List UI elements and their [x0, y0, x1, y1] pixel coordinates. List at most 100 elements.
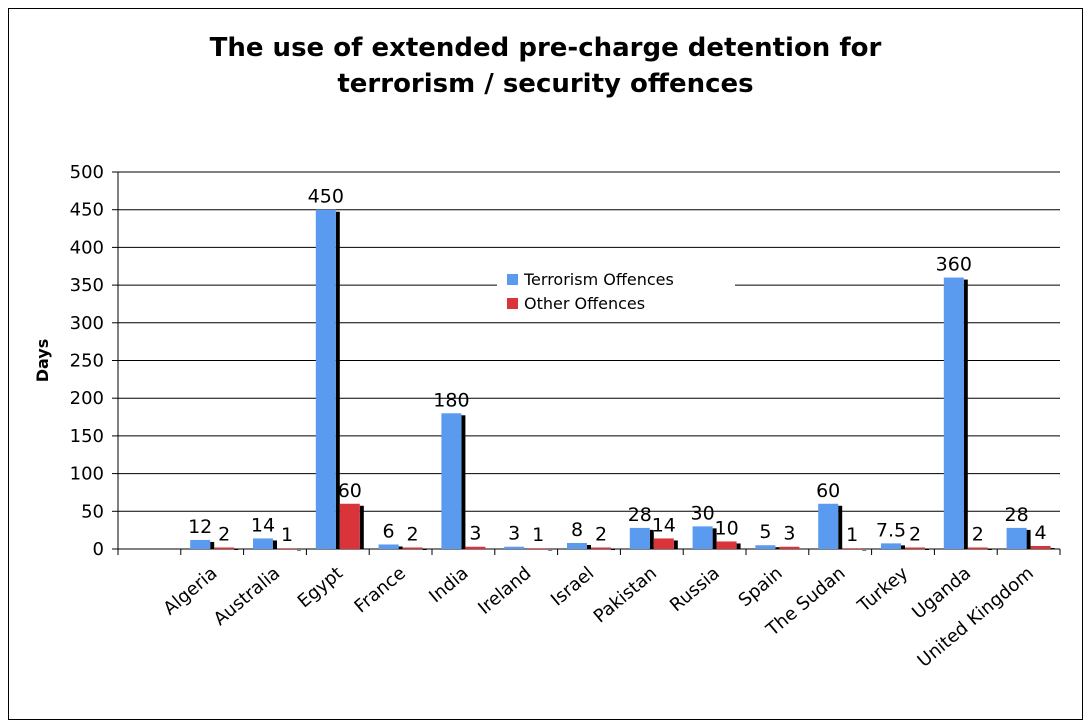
bar-shadow	[335, 211, 340, 549]
legend-label-other: Other Offences	[524, 294, 645, 313]
x-tick-label: Australia	[210, 563, 284, 630]
bar-other	[277, 548, 297, 549]
bar-shadow	[273, 540, 277, 549]
bar-shadow	[1050, 547, 1055, 549]
y-tick-label: 450	[70, 200, 104, 221]
chart-title-line-1: The use of extended pre-charge detention…	[209, 33, 882, 63]
y-tick-label: 0	[93, 539, 104, 560]
axes: 050100150200250300350400450500AlgeriaAus…	[70, 162, 1061, 672]
data-label: 5	[759, 521, 771, 543]
data-label: 28	[1005, 504, 1029, 526]
x-tick-label: Israel	[547, 563, 598, 611]
bar-other	[214, 547, 235, 549]
bar-terrorism	[190, 539, 211, 549]
bars	[190, 209, 1055, 551]
chart-title-line-2: terrorism / security offences	[337, 69, 754, 99]
bar-shadow	[485, 548, 490, 550]
bar-other	[967, 547, 988, 549]
data-label: 60	[338, 480, 362, 502]
bar-other	[402, 547, 423, 549]
data-label: 10	[715, 517, 739, 539]
y-tick-label: 400	[70, 237, 104, 258]
bar-shadow	[524, 548, 529, 550]
bar-other	[653, 538, 674, 549]
bar-other	[465, 546, 486, 549]
data-label: 180	[433, 389, 469, 411]
bar-other	[779, 546, 800, 549]
bar-shadow	[398, 546, 403, 549]
y-tick-label: 300	[70, 313, 104, 334]
bar-shadow	[963, 279, 968, 549]
data-label: 12	[188, 516, 212, 538]
bar-shadow	[838, 505, 843, 549]
x-tick-label: Egypt	[294, 563, 347, 612]
bar-terrorism	[692, 526, 713, 549]
bar-shadow	[862, 550, 867, 551]
bar-terrorism	[441, 413, 462, 549]
bar-terrorism	[504, 546, 525, 549]
x-tick-label: India	[425, 563, 472, 607]
bar-shadow	[461, 415, 466, 549]
bar-shadow	[297, 550, 301, 551]
data-label: 3	[469, 523, 481, 545]
legend: Terrorism Offences Other Offences	[497, 262, 735, 320]
y-tick-label: 100	[70, 464, 104, 485]
bar-shadow	[736, 543, 741, 549]
bar-other	[1030, 545, 1051, 549]
y-axis-title: Days	[33, 339, 52, 383]
x-tick-label: United Kingdom	[914, 563, 1038, 672]
gridlines	[118, 171, 1060, 512]
bar-shadow	[775, 547, 780, 549]
data-label: 2	[909, 523, 921, 545]
bar-other	[339, 503, 360, 549]
bar-terrorism	[943, 277, 964, 549]
bar-shadow	[925, 549, 929, 550]
bar-shadow	[548, 550, 553, 551]
data-label: 14	[251, 514, 275, 536]
bar-other	[716, 541, 737, 549]
data-label: 30	[691, 502, 715, 524]
bar-terrorism	[567, 542, 587, 549]
data-label: 2	[595, 523, 607, 545]
bar-shadow	[611, 549, 615, 550]
x-tick-label: France	[350, 563, 409, 618]
bar-other	[842, 548, 863, 549]
bar-terrorism	[378, 544, 399, 549]
data-label: 1	[846, 524, 858, 546]
legend-label-terrorism: Terrorism Offences	[523, 270, 674, 289]
bar-shadow	[1026, 529, 1031, 549]
y-tick-label: 200	[70, 388, 104, 409]
data-label: 8	[571, 519, 583, 541]
bar-shadow	[799, 548, 804, 550]
data-label: 28	[628, 504, 652, 526]
bar-terrorism	[1006, 527, 1027, 549]
data-label: 1	[281, 524, 293, 546]
data-label: 60	[816, 480, 840, 502]
y-tick-label: 250	[70, 351, 104, 372]
y-tick-label: 150	[70, 426, 104, 447]
bar-shadow	[649, 529, 654, 549]
bar-shadow	[210, 541, 215, 549]
bar-shadow	[901, 545, 905, 549]
data-label: 360	[936, 254, 972, 276]
data-label: 4	[1035, 522, 1047, 544]
x-tick-label: Russia	[666, 563, 724, 616]
data-label: 3	[508, 523, 520, 545]
data-label: 2	[407, 523, 419, 545]
bar-terrorism	[253, 538, 273, 549]
data-label: 2	[972, 523, 984, 545]
legend-box	[497, 262, 735, 320]
x-tick-label: Turkey	[853, 563, 912, 618]
bar-shadow	[587, 544, 591, 549]
data-label: 450	[308, 186, 344, 208]
bar-terrorism	[881, 543, 901, 549]
y-tick-label: 500	[70, 162, 104, 183]
bar-shadow	[673, 540, 678, 549]
bar-shadow	[987, 549, 992, 550]
x-tick-label: Pakistan	[590, 563, 661, 628]
bar-shadow	[712, 528, 717, 549]
chart-title: The use of extended pre-charge detention…	[8, 30, 1083, 102]
data-label: 1	[532, 524, 544, 546]
bar-terrorism	[818, 503, 839, 549]
